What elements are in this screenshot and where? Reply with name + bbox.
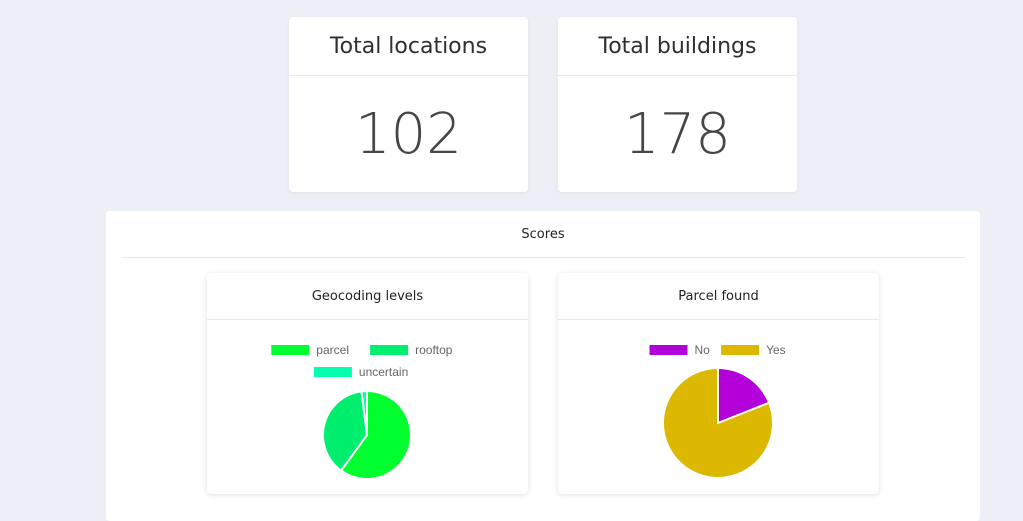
- total-locations-value: 102: [355, 101, 462, 167]
- scores-panel: Scores Geocoding levels parcel rooftop unc…: [106, 211, 980, 521]
- legend-swatch-parcel[interactable]: [271, 345, 310, 355]
- total-buildings-card: Total buildings 178: [558, 17, 797, 192]
- pie-slice-rooftop[interactable]: [322, 390, 369, 472]
- legend-label-No[interactable]: No: [695, 343, 711, 357]
- parcel-found-title: Parcel found: [558, 273, 879, 320]
- total-locations-label: Total locations: [289, 17, 528, 76]
- pie-slice-No[interactable]: [717, 366, 771, 425]
- legend-swatch-Yes[interactable]: [721, 345, 760, 355]
- legend-swatch-rooftop[interactable]: [370, 345, 409, 355]
- legend-label-uncertain[interactable]: uncertain: [359, 365, 408, 379]
- geocoding-levels-title: Geocoding levels: [207, 273, 528, 320]
- pie-slice-parcel[interactable]: [339, 389, 412, 480]
- scores-title: Scores: [121, 211, 965, 258]
- legend-label-Yes[interactable]: Yes: [766, 343, 786, 357]
- geocoding-levels-card: Geocoding levels parcel rooftop uncertain: [207, 273, 528, 494]
- parcel-found-chart: No Yes: [649, 343, 786, 479]
- total-buildings-label: Total buildings: [558, 17, 797, 76]
- legend-label-parcel[interactable]: parcel: [316, 343, 349, 357]
- total-locations-card: Total locations 102: [289, 17, 528, 192]
- total-buildings-value: 178: [624, 101, 731, 167]
- geocoding-levels-chart: parcel rooftop uncertain: [271, 343, 453, 480]
- parcel-found-card: Parcel found No Yes: [558, 273, 879, 494]
- legend-swatch-No[interactable]: [649, 345, 688, 355]
- pie-slice-Yes[interactable]: [662, 366, 774, 479]
- pie-slice-uncertain[interactable]: [360, 389, 368, 436]
- legend-label-rooftop[interactable]: rooftop: [415, 343, 453, 357]
- legend-swatch-uncertain[interactable]: [313, 367, 352, 377]
